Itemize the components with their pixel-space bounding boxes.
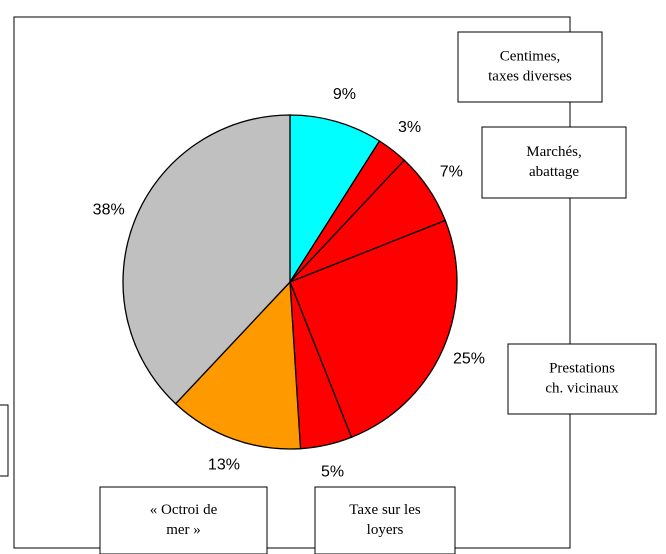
annotation-box (507, 343, 657, 415)
annotation-text: abattage (529, 164, 579, 180)
data-label: 38% (93, 201, 125, 218)
annotation-text: ch. vicinaux (545, 380, 619, 396)
data-label: 13% (208, 457, 240, 474)
annotation-box (314, 486, 456, 554)
data-label: 5% (321, 464, 344, 481)
pie-slice (174, 280, 302, 450)
data-label: 9% (333, 86, 356, 103)
annotation-box (481, 126, 627, 199)
data-label: 25% (453, 351, 485, 368)
annotation-text: Taxe sur les (349, 502, 421, 518)
data-label: 3% (398, 119, 421, 136)
data-label: 7% (440, 164, 463, 181)
annotation-text: mer » (166, 522, 201, 538)
pie-slice (289, 219, 458, 439)
annotation-text: taxes diverses (488, 68, 572, 84)
pie-slice (122, 114, 291, 405)
pie-slice (289, 114, 381, 285)
annotation-text: loyers (367, 522, 404, 538)
annotation-box (457, 31, 603, 103)
annotation-box (0, 404, 9, 477)
annotation-text: « Octroi de (150, 502, 218, 518)
annotation-text: Marchés, (526, 144, 581, 160)
frame (13, 16, 571, 549)
annotation-text: Prestations (549, 360, 615, 376)
annotation-text: Centimes, (500, 48, 560, 64)
annotation-box (99, 486, 268, 554)
